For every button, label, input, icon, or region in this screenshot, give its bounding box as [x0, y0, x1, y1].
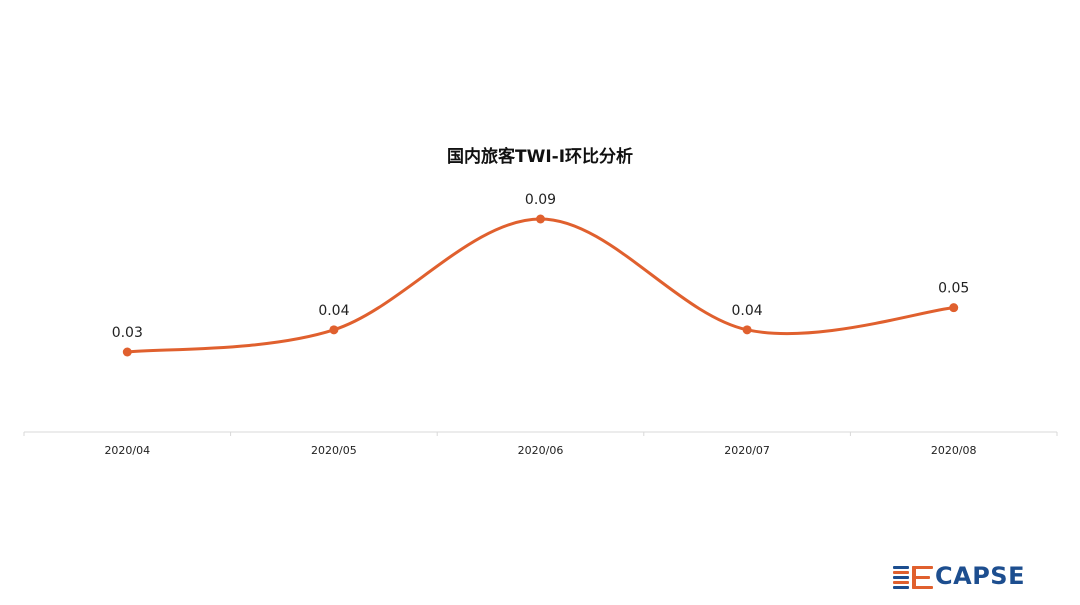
chart-title: 国内旅客TWI-I环比分析	[447, 146, 633, 167]
x-tick-label: 2020/05	[311, 444, 357, 457]
x-tick-label: 2020/07	[724, 444, 770, 457]
data-point	[949, 303, 959, 313]
x-axis: 2020/04 2020/05 2020/06 2020/07 2020/08	[23, 431, 1058, 457]
data-labels: 0.03 0.04 0.09 0.04 0.05	[112, 192, 970, 341]
data-point	[329, 325, 339, 335]
logo-text: CAPSE	[935, 562, 1025, 590]
series-line	[125, 217, 956, 354]
data-point	[122, 347, 132, 357]
data-points	[122, 214, 959, 357]
capse-logo: CAPSE	[893, 561, 1043, 591]
data-label: 0.09	[525, 192, 556, 208]
data-point	[536, 214, 545, 224]
data-label: 0.04	[318, 303, 349, 319]
x-tick-label: 2020/04	[104, 444, 150, 457]
x-tick-label: 2020/06	[518, 444, 564, 457]
x-tick-label: 2020/08	[931, 444, 977, 457]
data-label: 0.04	[732, 303, 763, 319]
data-point	[742, 325, 752, 335]
data-label: 0.05	[938, 281, 969, 297]
logo-mark-icon	[893, 563, 933, 589]
data-label: 0.03	[112, 325, 143, 341]
